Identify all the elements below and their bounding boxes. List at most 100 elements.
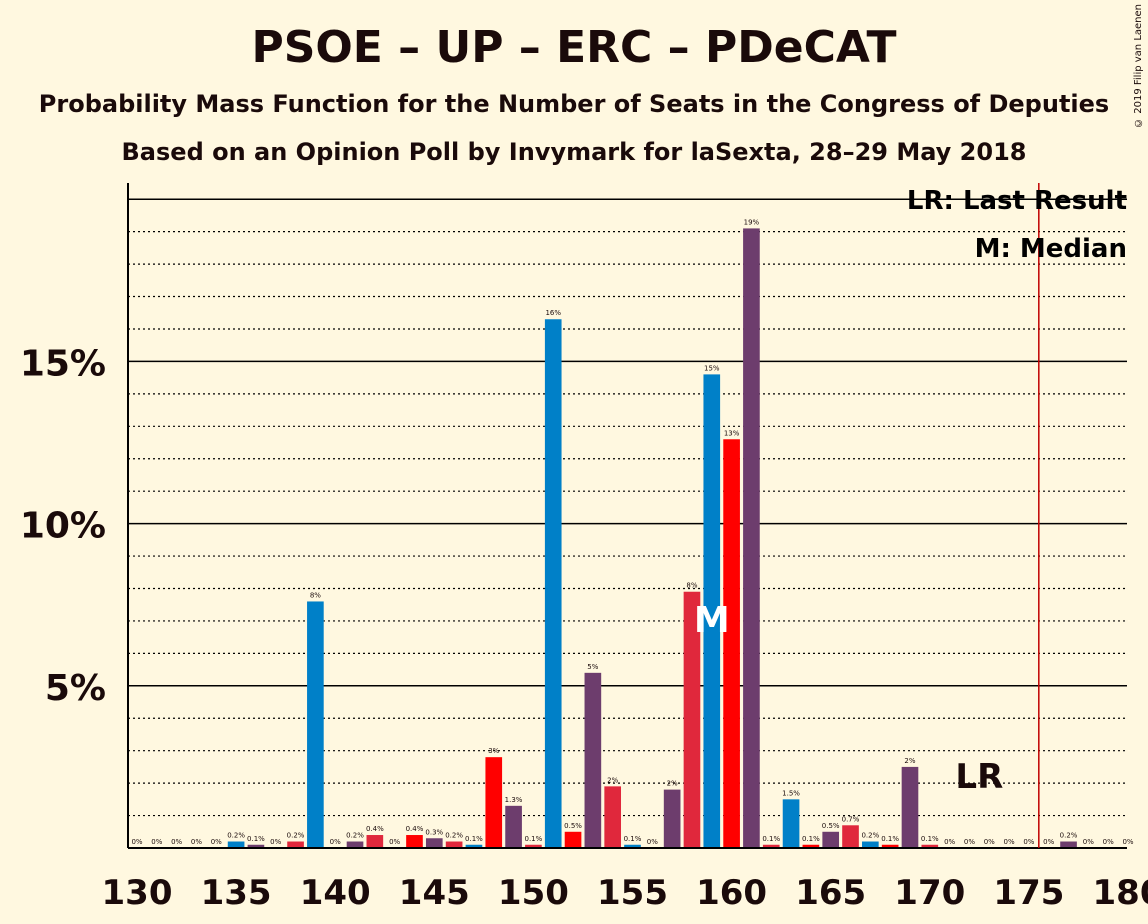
bar-label-134: 0% — [211, 838, 222, 846]
x-tick-label: 165 — [795, 873, 866, 913]
bar-label-154: 2% — [607, 776, 618, 784]
bar-label-160: 13% — [724, 429, 740, 437]
bar-label-138: 0.2% — [287, 832, 305, 840]
bar-153 — [584, 672, 602, 848]
chart-title: PSOE – UP – ERC – PDeCAT — [251, 22, 897, 73]
bar-label-159: 15% — [704, 364, 720, 372]
bar-label-133: 0% — [191, 838, 202, 846]
bar-165 — [822, 831, 840, 848]
bar-141 — [346, 841, 364, 848]
x-tick-label: 175 — [993, 873, 1064, 913]
bar-label-155: 0.1% — [624, 835, 642, 843]
bar-label-165: 0.5% — [822, 822, 840, 830]
x-tick-label: 150 — [498, 873, 569, 913]
bar-label-180: 0% — [1122, 838, 1133, 846]
bar-138 — [287, 841, 304, 848]
bar-155 — [624, 844, 641, 848]
bar-label-176: 0% — [1043, 838, 1054, 846]
bar-167 — [862, 841, 879, 848]
markers-group: LR M — [694, 183, 1040, 848]
bar-label-150: 0.1% — [525, 835, 543, 843]
chart-subtitle-source: Based on an Opinion Poll by Invymark for… — [121, 138, 1027, 166]
bar-label-143: 0% — [389, 838, 400, 846]
bar-labels-group: 0% 0% 0% 0% 0%0.2% 0.1% 0%0.2%8%0%0.2%0.4%0%0.… — [131, 218, 1133, 846]
bar-label-161: 19% — [744, 218, 760, 226]
bar-label-131: 0% — [151, 838, 162, 846]
bar-142 — [366, 835, 384, 848]
bar-135 — [227, 841, 245, 848]
legend-last-result: LR: Last Result — [907, 186, 1127, 216]
bar-label-132: 0% — [171, 838, 182, 846]
bar-151 — [544, 319, 562, 848]
bar-label-164: 0.1% — [802, 835, 820, 843]
bar-label-141: 0.2% — [346, 832, 364, 840]
bar-label-142: 0.4% — [366, 825, 384, 833]
bar-177 — [1060, 841, 1077, 848]
bar-label-168: 0.1% — [881, 835, 899, 843]
bar-label-170: 0.1% — [921, 835, 939, 843]
x-tick-label: 160 — [696, 873, 767, 913]
bar-144 — [406, 835, 423, 848]
bar-label-177: 0.2% — [1060, 832, 1078, 840]
bar-168 — [881, 844, 899, 848]
bar-162 — [762, 844, 780, 848]
x-tick-label: 180 — [1093, 873, 1148, 913]
bar-label-144: 0.4% — [406, 825, 424, 833]
bars-group — [227, 228, 1077, 849]
bar-145 — [425, 838, 443, 848]
y-tick-label: 15% — [20, 343, 106, 384]
chart-subtitle: Probability Mass Function for the Number… — [38, 90, 1110, 118]
bar-label-139: 8% — [310, 591, 321, 599]
bar-164 — [802, 844, 820, 848]
bar-161 — [743, 228, 760, 849]
x-tick-label: 170 — [894, 873, 965, 913]
y-tick-label: 10% — [20, 506, 106, 547]
bar-139 — [307, 601, 324, 848]
bar-label-171: 0% — [944, 838, 955, 846]
bar-157 — [663, 789, 681, 848]
bar-label-152: 0.5% — [564, 822, 582, 830]
x-tick-label: 140 — [300, 873, 371, 913]
bar-label-156: 0% — [647, 838, 658, 846]
bar-label-179: 0% — [1103, 838, 1114, 846]
bar-label-162: 0.1% — [762, 835, 780, 843]
median-marker: M — [694, 600, 730, 641]
bar-label-135: 0.2% — [227, 832, 245, 840]
bar-label-136: 0.1% — [247, 835, 265, 843]
x-tick-label: 145 — [399, 873, 470, 913]
bar-152 — [564, 831, 582, 848]
last-result-marker: LR — [955, 757, 1003, 797]
bar-label-148: 3% — [488, 747, 499, 755]
y-tick-label: 5% — [45, 668, 106, 709]
bar-label-166: 0.7% — [842, 815, 860, 823]
bar-label-140: 0% — [330, 838, 341, 846]
bar-label-158: 8% — [686, 582, 697, 590]
bar-label-153: 5% — [587, 663, 598, 671]
bar-label-157: 2% — [667, 780, 678, 788]
x-tick-label: 155 — [597, 873, 668, 913]
bar-label-172: 0% — [964, 838, 975, 846]
bar-146 — [445, 841, 463, 848]
bar-label-173: 0% — [984, 838, 995, 846]
bar-160 — [723, 439, 740, 848]
bar-158 — [683, 591, 701, 848]
bar-label-146: 0.2% — [445, 832, 463, 840]
bar-159 — [703, 374, 721, 848]
bar-147 — [465, 844, 483, 848]
bar-166 — [842, 825, 859, 848]
bar-label-169: 2% — [904, 757, 915, 765]
x-tick-label: 130 — [102, 873, 173, 913]
bar-label-130: 0% — [131, 838, 142, 846]
bar-label-151: 16% — [545, 309, 561, 317]
bar-label-145: 0.3% — [425, 828, 443, 836]
bar-label-174: 0% — [1004, 838, 1015, 846]
bar-label-167: 0.2% — [861, 832, 879, 840]
bar-163 — [782, 799, 800, 848]
bar-label-149: 1.3% — [505, 796, 523, 804]
bar-label-175: 0% — [1023, 838, 1034, 846]
bar-149 — [505, 805, 522, 848]
axes-group: 5% 10% 15% 130 135 140 145 150 155 160 165 170 175 18… — [20, 183, 1148, 913]
legend-median: M: Median — [975, 234, 1127, 264]
bar-148 — [485, 757, 503, 848]
